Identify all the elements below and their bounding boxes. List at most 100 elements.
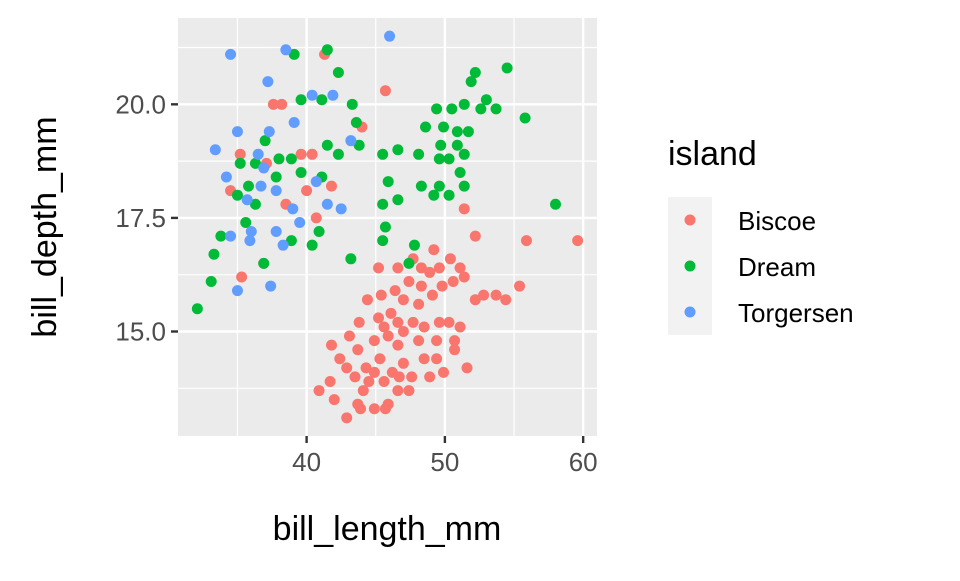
x-tick-label: 50 (430, 447, 459, 477)
legend-swatch-biscoe (684, 214, 696, 226)
data-point-biscoe (572, 235, 584, 247)
data-point-biscoe (378, 321, 390, 333)
data-point-biscoe (373, 312, 385, 324)
data-point-torgersen (244, 235, 256, 247)
data-point-dream (408, 239, 420, 251)
data-point-biscoe (461, 362, 473, 374)
data-point-biscoe (378, 375, 390, 387)
data-point-dream (392, 194, 404, 206)
data-point-torgersen (231, 285, 243, 297)
legend-label: Torgersen (738, 298, 854, 328)
data-point-torgersen (262, 76, 274, 88)
data-point-biscoe (236, 271, 248, 283)
data-point-dream (519, 112, 531, 124)
data-point-dream (415, 180, 427, 192)
data-point-dream (316, 94, 328, 106)
data-point-dream (458, 180, 470, 192)
y-tick-label: 20.0 (115, 89, 166, 119)
data-point-biscoe (397, 326, 409, 337)
data-point-dream (458, 98, 470, 110)
data-point-dream (420, 121, 432, 133)
data-point-biscoe (458, 203, 470, 215)
data-point-biscoe (325, 339, 337, 351)
data-point-biscoe (343, 330, 355, 342)
data-point-biscoe (454, 321, 466, 333)
data-point-biscoe (392, 316, 404, 328)
data-point-biscoe (310, 212, 322, 224)
data-point-dream (285, 235, 297, 247)
data-point-torgersen (225, 48, 237, 60)
data-point-biscoe (382, 330, 394, 342)
data-point-biscoe (454, 262, 466, 274)
data-point-biscoe (392, 385, 404, 397)
data-point-biscoe (234, 148, 246, 160)
data-point-torgersen (345, 135, 357, 147)
data-point-biscoe (267, 98, 279, 110)
data-point-torgersen (280, 44, 292, 56)
data-point-biscoe (444, 253, 456, 265)
data-point-biscoe (373, 262, 385, 274)
data-point-biscoe (469, 230, 481, 242)
data-point-biscoe (392, 339, 404, 351)
data-point-torgersen (225, 230, 237, 242)
data-point-dream (231, 189, 243, 201)
data-point-biscoe (436, 280, 448, 292)
data-point-dream (270, 171, 282, 183)
data-point-dream (205, 276, 217, 288)
data-point-biscoe (397, 357, 409, 369)
data-point-dream (475, 103, 487, 115)
data-point-dream (379, 221, 391, 233)
legend-label: Biscoe (738, 206, 816, 236)
data-point-biscoe (433, 316, 445, 328)
data-point-dream (465, 76, 477, 88)
data-point-biscoe (514, 280, 526, 292)
data-point-torgersen (306, 89, 318, 101)
data-point-biscoe (418, 353, 430, 365)
data-point-torgersen (277, 239, 289, 251)
data-point-biscoe (406, 371, 418, 383)
data-point-torgersen (245, 226, 257, 238)
data-point-biscoe (301, 185, 313, 197)
data-point-biscoe (379, 85, 391, 97)
data-point-biscoe (349, 371, 361, 383)
data-point-dream (451, 126, 463, 138)
data-point-biscoe (306, 148, 318, 160)
data-point-biscoe (431, 353, 443, 365)
data-point-biscoe (415, 262, 427, 274)
data-point-biscoe (458, 271, 470, 283)
data-point-dream (208, 248, 220, 260)
data-point-dream (428, 189, 440, 201)
data-point-biscoe (449, 344, 461, 356)
data-point-biscoe (403, 385, 415, 397)
data-point-dream (258, 257, 270, 269)
data-point-biscoe (328, 394, 340, 406)
data-point-biscoe (295, 148, 307, 160)
data-point-dream (259, 135, 271, 147)
data-point-biscoe (392, 262, 404, 274)
data-point-biscoe (341, 362, 353, 374)
data-point-torgersen (263, 126, 275, 138)
data-point-dream (234, 157, 246, 169)
data-point-biscoe (490, 289, 502, 301)
data-point-dream (215, 230, 227, 242)
x-axis-title: bill_length_mm (273, 510, 502, 548)
data-point-biscoe (424, 371, 436, 383)
data-point-dream (313, 226, 325, 238)
data-point-biscoe (325, 180, 337, 192)
legend-label: Dream (738, 252, 816, 282)
data-point-torgersen (287, 203, 299, 215)
data-point-biscoe (433, 262, 445, 274)
data-point-dream (249, 157, 261, 169)
data-point-biscoe (368, 366, 380, 378)
data-point-dream (435, 139, 447, 151)
data-point-biscoe (469, 294, 481, 306)
data-point-biscoe (276, 98, 288, 110)
data-point-biscoe (447, 276, 459, 288)
data-point-dream (240, 216, 252, 228)
data-point-dream (413, 148, 425, 160)
data-point-biscoe (403, 276, 415, 288)
data-point-biscoe (334, 353, 346, 365)
data-point-dream (458, 148, 470, 160)
legend-title: island (668, 135, 757, 173)
data-point-biscoe (375, 289, 387, 301)
